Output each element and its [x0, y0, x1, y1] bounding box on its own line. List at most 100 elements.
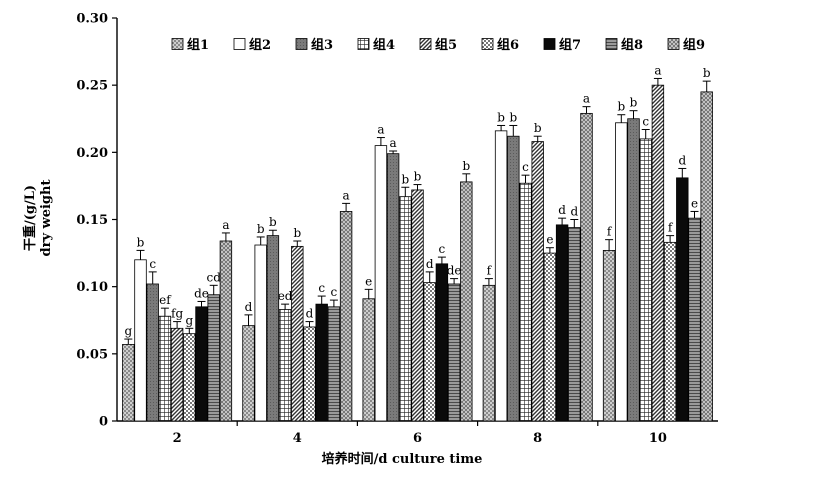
- bar: [663, 241, 677, 422]
- legend-swatch: [543, 38, 556, 50]
- significance-letter: f: [607, 225, 613, 239]
- significance-letter: f: [487, 264, 493, 278]
- bar: [327, 306, 341, 422]
- bar: [639, 138, 652, 422]
- bar: [423, 282, 436, 422]
- significance-letter: fg: [171, 307, 183, 321]
- significance-letter: g: [124, 324, 132, 338]
- bar: [447, 283, 461, 422]
- bar: [494, 130, 508, 422]
- significance-letter: d: [678, 153, 686, 167]
- significance-letter: e: [546, 233, 553, 247]
- y-tick-label: 0.15: [76, 213, 108, 228]
- bar: [519, 182, 532, 422]
- bar: [676, 177, 689, 422]
- legend-label: 组7: [559, 37, 581, 53]
- significance-letter: b: [137, 235, 145, 249]
- bar: [362, 298, 375, 422]
- significance-letter: b: [534, 121, 542, 135]
- significance-letter: ed: [278, 289, 293, 303]
- bar: [580, 112, 593, 422]
- significance-letter: b: [293, 226, 301, 240]
- bar: [435, 263, 449, 422]
- legend-label: 组4: [373, 37, 395, 53]
- significance-letter: a: [343, 188, 350, 202]
- x-axis-title: 培养时间/d culture time: [322, 451, 483, 467]
- legend-swatch: [295, 38, 308, 50]
- significance-letter: b: [462, 159, 470, 173]
- bar: [266, 235, 280, 422]
- significance-letter: a: [377, 123, 384, 137]
- x-tick-label: 6: [413, 431, 422, 446]
- bar: [242, 325, 255, 422]
- significance-letter: c: [642, 114, 649, 128]
- bar: [543, 252, 557, 422]
- y-tick-label: 0.10: [76, 280, 108, 295]
- bar: [303, 326, 316, 422]
- legend-label: 组1: [187, 37, 209, 53]
- bar: [555, 224, 569, 422]
- significance-letter: de: [447, 264, 462, 278]
- legend-swatch: [481, 38, 494, 50]
- y-axis-title-en: dry weight: [39, 180, 54, 257]
- significance-letter: d: [558, 203, 566, 217]
- bar: [507, 135, 520, 422]
- bar: [531, 141, 544, 422]
- significance-letter: d: [426, 257, 434, 271]
- legend-label: 组5: [435, 37, 457, 53]
- bar: [460, 181, 473, 422]
- legend-label: 组8: [621, 37, 643, 53]
- bar: [482, 284, 496, 422]
- significance-letter: a: [222, 218, 229, 232]
- significance-letter: a: [583, 92, 590, 106]
- legend-label: 组6: [497, 37, 519, 53]
- bar: [374, 145, 388, 422]
- x-tick-label: 10: [649, 431, 667, 446]
- y-tick-label: 0: [99, 415, 108, 430]
- legend-label: 组9: [683, 37, 705, 53]
- y-tick-label: 0.30: [76, 12, 108, 27]
- significance-letter: e: [365, 274, 372, 288]
- bar: [278, 309, 292, 422]
- bar: [568, 227, 581, 422]
- bar: [688, 217, 701, 422]
- y-tick-label: 0.25: [76, 79, 108, 94]
- significance-letter: b: [497, 110, 505, 124]
- bar: [195, 306, 208, 422]
- significance-letter: c: [439, 242, 446, 256]
- bar: [339, 211, 353, 422]
- significance-letter: e: [691, 196, 698, 210]
- bar: [219, 240, 233, 422]
- bar: [315, 303, 328, 422]
- legend-swatch: [605, 38, 618, 50]
- significance-letter: c: [331, 285, 338, 299]
- significance-letter: c: [149, 257, 156, 271]
- significance-letter: cd: [206, 270, 221, 284]
- significance-letter: g: [185, 313, 193, 327]
- bar: [254, 244, 267, 422]
- significance-letter: c: [522, 160, 529, 174]
- bar: [207, 294, 220, 422]
- bar: [700, 91, 713, 422]
- bar: [651, 84, 665, 422]
- x-tick-label: 4: [293, 431, 302, 446]
- significance-letter: b: [257, 222, 265, 236]
- bar: [411, 189, 424, 422]
- bar: [627, 118, 640, 422]
- y-tick-label: 0.20: [76, 146, 108, 161]
- x-tick-label: 2: [173, 431, 182, 446]
- bar: [291, 245, 304, 422]
- bar: [170, 327, 184, 422]
- legend-swatch: [357, 38, 370, 50]
- significance-letter: b: [414, 170, 422, 184]
- legend-label: 组3: [311, 37, 333, 53]
- legend-swatch: [171, 38, 184, 50]
- bar: [134, 259, 147, 422]
- significance-letter: a: [654, 63, 661, 77]
- significance-letter: d: [570, 205, 578, 219]
- legend-label: 组2: [249, 37, 271, 53]
- significance-letter: a: [390, 136, 397, 150]
- significance-letter: d: [306, 307, 314, 321]
